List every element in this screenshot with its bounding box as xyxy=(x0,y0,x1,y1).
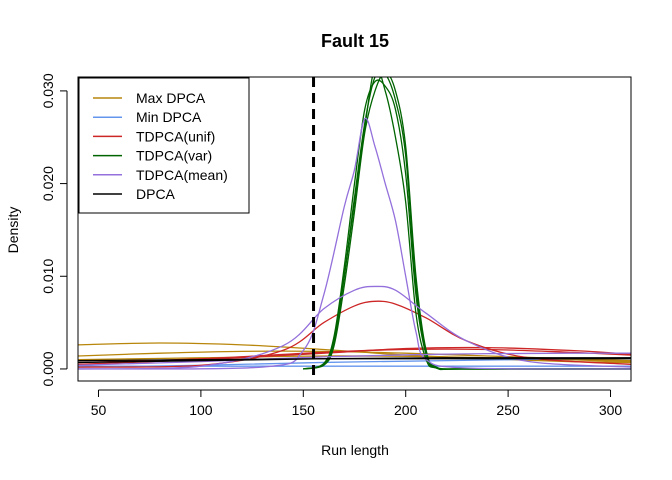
y-tick-label: 0.010 xyxy=(40,259,56,294)
legend-box xyxy=(78,77,250,214)
y-axis: 0.000 0.010 0.020 0.030 xyxy=(40,73,68,386)
chart-title: Fault 15 xyxy=(321,31,389,51)
legend-label: TDPCA(mean) xyxy=(136,167,228,183)
x-tick-label: 100 xyxy=(189,402,213,418)
series-line-13 xyxy=(78,117,631,370)
legend-label: Max DPCA xyxy=(136,90,206,106)
x-axis-label: Run length xyxy=(321,442,389,458)
series-line-12 xyxy=(303,77,631,371)
plot-frame xyxy=(77,76,632,382)
x-tick-label: 250 xyxy=(496,402,520,418)
legend-label: TDPCA(var) xyxy=(136,148,212,164)
y-axis-label: Density xyxy=(5,207,21,254)
y-tick-label: 0.000 xyxy=(40,351,56,386)
legend-label: DPCA xyxy=(136,186,176,202)
legend: Max DPCA Min DPCA TDPCA(unif) TDPCA(var) TDP… xyxy=(78,77,250,214)
x-tick-label: 300 xyxy=(599,402,623,418)
x-axis: 50 100 150 200 250 300 xyxy=(91,389,623,418)
series-line-17 xyxy=(78,358,631,362)
series-layer xyxy=(78,77,631,371)
x-tick-label: 50 xyxy=(91,402,107,418)
y-tick-label: 0.020 xyxy=(40,166,56,201)
x-tick-label: 200 xyxy=(394,402,418,418)
legend-label: TDPCA(unif) xyxy=(136,128,215,144)
y-tick-label: 0.030 xyxy=(40,73,56,108)
series-line-11 xyxy=(303,77,631,370)
x-tick-label: 150 xyxy=(292,402,316,418)
series-line-15 xyxy=(78,352,631,366)
legend-label: Min DPCA xyxy=(136,109,202,125)
